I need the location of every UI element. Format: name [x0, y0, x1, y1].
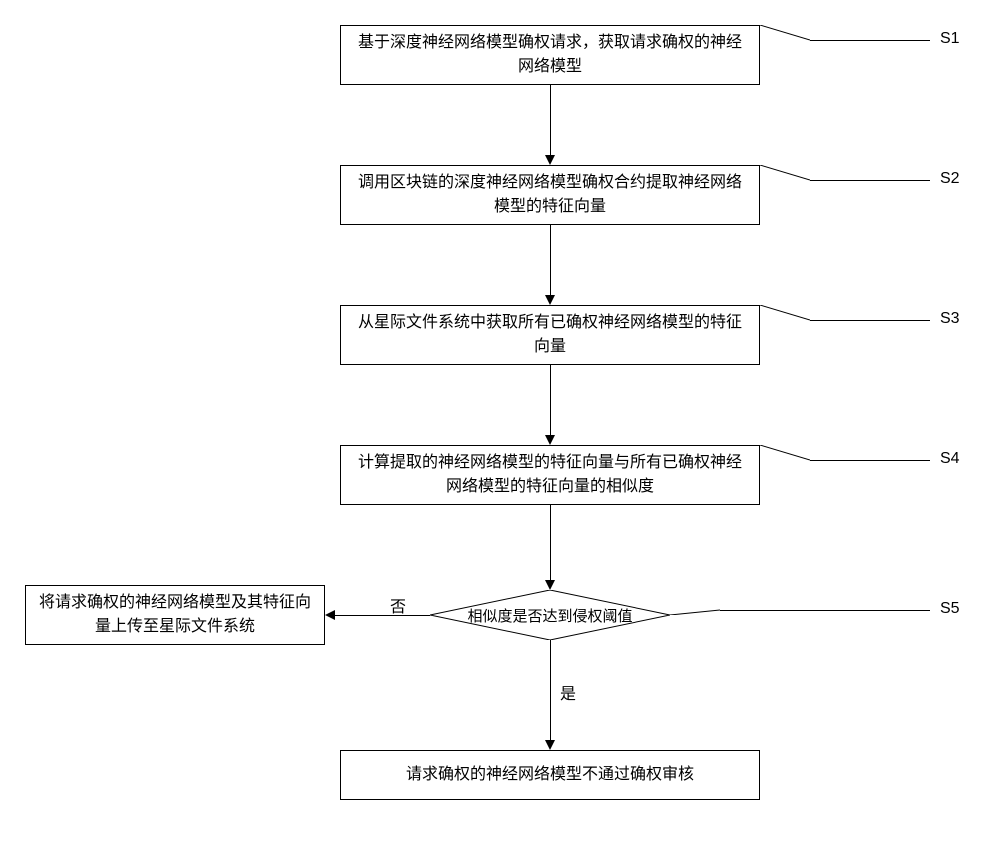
leader-s4-h: [810, 460, 930, 461]
decision-s5-text: 相似度是否达到侵权阈值: [430, 590, 670, 640]
node-upload-text: 将请求确权的神经网络模型及其特征向量上传至星际文件系统: [38, 591, 312, 639]
arrow-s5-no: [335, 615, 430, 616]
leader-s3: [760, 305, 810, 325]
node-s2-text: 调用区块链的深度神经网络模型确权合约提取神经网络模型的特征向量: [353, 171, 747, 219]
leader-s4: [760, 445, 810, 465]
arrow-head-s5-yes: [545, 740, 555, 750]
node-s3-text: 从星际文件系统中获取所有已确权神经网络模型的特征向量: [353, 311, 747, 359]
arrow-head-s4-s5: [545, 580, 555, 590]
flowchart-node-s2: 调用区块链的深度神经网络模型确权合约提取神经网络模型的特征向量: [340, 165, 760, 225]
leader-s1-h: [810, 40, 930, 41]
flowchart-decision-s5: 相似度是否达到侵权阈值: [430, 590, 670, 640]
arrow-head-s5-no: [325, 610, 335, 620]
step-label-s1: S1: [940, 30, 960, 48]
flowchart-node-reject: 请求确权的神经网络模型不通过确权审核: [340, 750, 760, 800]
edge-label-no: 否: [390, 593, 406, 617]
arrow-head-s1-s2: [545, 155, 555, 165]
arrow-s5-yes: [550, 640, 551, 740]
arrow-s2-s3: [550, 225, 551, 295]
step-label-s5: S5: [940, 600, 960, 618]
arrow-s4-s5: [550, 505, 551, 580]
arrow-head-s3-s4: [545, 435, 555, 445]
leader-s3-h: [810, 320, 930, 321]
arrow-head-s2-s3: [545, 295, 555, 305]
arrow-s3-s4: [550, 365, 551, 435]
arrow-s1-s2: [550, 85, 551, 155]
step-label-s2: S2: [940, 170, 960, 188]
flowchart-node-s3: 从星际文件系统中获取所有已确权神经网络模型的特征向量: [340, 305, 760, 365]
leader-s5-h: [720, 610, 930, 611]
leader-s1: [760, 25, 810, 45]
step-label-s4: S4: [940, 450, 960, 468]
flowchart-node-s4: 计算提取的神经网络模型的特征向量与所有已确权神经网络模型的特征向量的相似度: [340, 445, 760, 505]
leader-s2-h: [810, 180, 930, 181]
leader-s2: [760, 165, 810, 185]
flowchart-node-upload: 将请求确权的神经网络模型及其特征向量上传至星际文件系统: [25, 585, 325, 645]
flowchart-node-s1: 基于深度神经网络模型确权请求，获取请求确权的神经网络模型: [340, 25, 760, 85]
leader-s5: [670, 590, 810, 615]
step-label-s3: S3: [940, 310, 960, 328]
node-reject-text: 请求确权的神经网络模型不通过确权审核: [406, 763, 694, 787]
edge-label-yes: 是: [560, 680, 576, 704]
node-s1-text: 基于深度神经网络模型确权请求，获取请求确权的神经网络模型: [353, 31, 747, 79]
node-s4-text: 计算提取的神经网络模型的特征向量与所有已确权神经网络模型的特征向量的相似度: [353, 451, 747, 499]
